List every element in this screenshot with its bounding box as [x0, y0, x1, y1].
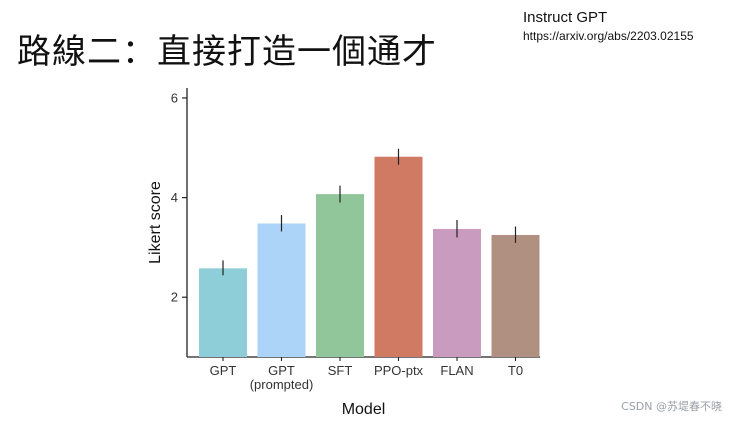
y-tick-label: 6: [171, 90, 178, 105]
y-axis-label: Likert score: [147, 181, 164, 264]
reference-title: Instruct GPT: [523, 9, 608, 26]
x-tick-label: GPT: [210, 363, 237, 378]
reference-url[interactable]: https://arxiv.org/abs/2203.02155: [523, 28, 694, 43]
bar: [316, 194, 364, 357]
x-tick-sublabel: (prompted): [250, 377, 314, 392]
bar: [257, 223, 306, 357]
bar: [199, 268, 247, 357]
slide-title: 路線二：直接打造一個通才: [17, 32, 437, 72]
x-tick-label: FLAN: [440, 363, 473, 378]
x-tick-label: PPO-ptx: [374, 363, 424, 378]
y-tick-label: 2: [171, 290, 178, 305]
bar: [374, 156, 423, 357]
bar: [433, 228, 481, 357]
y-tick-label: 4: [171, 190, 178, 205]
x-tick-label: GPT: [268, 363, 295, 378]
bar: [491, 234, 540, 357]
reference-block: Instruct GPT https://arxiv.org/abs/2203.…: [523, 9, 694, 43]
x-tick-label: SFT: [328, 363, 353, 378]
x-tick-label: T0: [508, 363, 523, 378]
x-axis-label: Model: [342, 401, 386, 418]
chart-bars: [199, 148, 540, 357]
watermark: CSDN @苏堤春不晓: [621, 400, 722, 413]
